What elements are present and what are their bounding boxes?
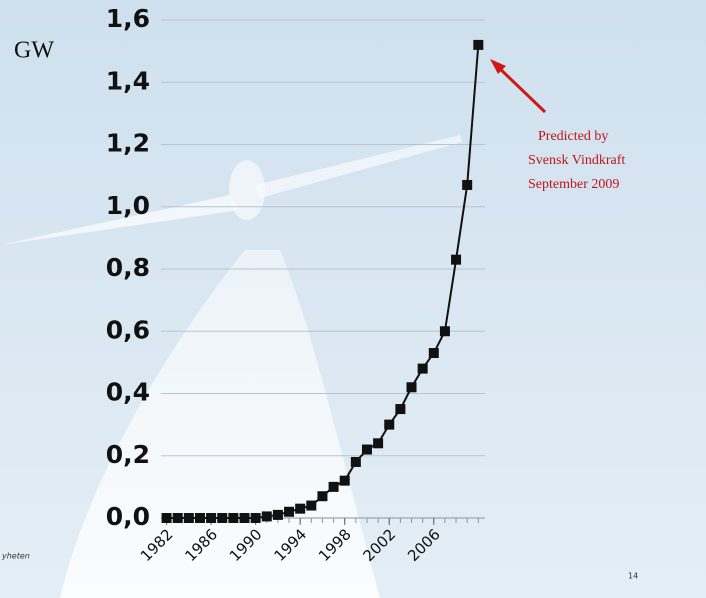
data-point bbox=[295, 503, 306, 514]
data-point bbox=[328, 481, 339, 492]
data-point bbox=[194, 513, 205, 523]
data-point bbox=[462, 179, 473, 190]
y-tick-label: 1,4 bbox=[106, 66, 150, 95]
y-tick-label: 1,6 bbox=[106, 4, 150, 33]
page-number: 14 bbox=[628, 572, 638, 581]
annotation-line: September 2009 bbox=[528, 177, 619, 192]
y-tick-label: 0,6 bbox=[106, 315, 150, 344]
data-point bbox=[339, 475, 350, 486]
data-point bbox=[250, 513, 261, 523]
data-point bbox=[350, 456, 361, 467]
data-point bbox=[417, 363, 428, 374]
annotation-line: Svensk Vindkraft bbox=[528, 153, 625, 168]
data-point bbox=[284, 506, 295, 517]
y-tick-label: 0,4 bbox=[106, 378, 150, 407]
annotation-line: Predicted by bbox=[538, 129, 608, 144]
data-point bbox=[306, 500, 317, 511]
data-point bbox=[428, 348, 439, 359]
y-axis-label: GW bbox=[14, 38, 54, 64]
data-point bbox=[261, 511, 272, 522]
y-tick-label: 0,2 bbox=[106, 440, 150, 469]
y-tick-label: 1,2 bbox=[106, 129, 150, 158]
annotation-arrowhead bbox=[490, 59, 506, 74]
data-point bbox=[361, 444, 372, 455]
data-point bbox=[373, 438, 384, 449]
y-tick-label: 0,8 bbox=[106, 253, 150, 282]
data-point bbox=[228, 513, 239, 523]
data-point bbox=[183, 513, 194, 523]
data-point bbox=[161, 513, 172, 523]
data-point bbox=[451, 254, 462, 265]
data-point bbox=[439, 326, 450, 337]
data-point bbox=[172, 513, 183, 523]
footer-text: yheten bbox=[1, 552, 30, 561]
data-point bbox=[317, 491, 328, 502]
data-point bbox=[473, 39, 484, 50]
y-tick-label: 1,0 bbox=[106, 191, 150, 220]
data-point bbox=[217, 513, 228, 523]
data-point bbox=[395, 404, 406, 415]
data-point bbox=[206, 513, 217, 523]
data-point bbox=[272, 509, 283, 520]
data-point bbox=[384, 419, 395, 430]
data-point bbox=[406, 382, 417, 393]
y-tick-label: 0,0 bbox=[106, 502, 150, 531]
data-point bbox=[239, 513, 250, 523]
annotation-arrow bbox=[493, 62, 547, 114]
